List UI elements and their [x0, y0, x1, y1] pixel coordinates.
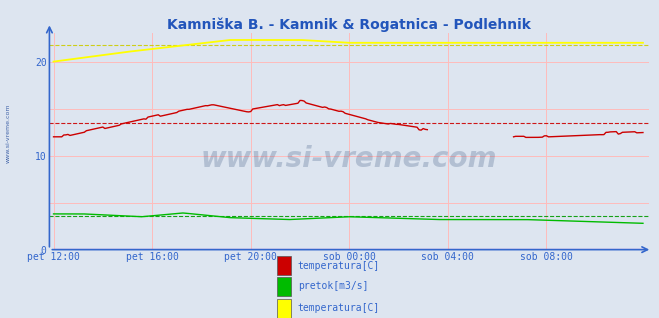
- Bar: [277, 299, 291, 318]
- Bar: [277, 277, 291, 296]
- Title: Kamniška B. - Kamnik & Rogatnica - Podlehnik: Kamniška B. - Kamnik & Rogatnica - Podle…: [167, 18, 531, 32]
- Text: www.si-vreme.com: www.si-vreme.com: [5, 104, 11, 163]
- Bar: [277, 256, 291, 275]
- Text: pretok[m3/s]: pretok[m3/s]: [298, 281, 368, 291]
- Text: www.si-vreme.com: www.si-vreme.com: [201, 145, 498, 173]
- Text: temperatura[C]: temperatura[C]: [298, 261, 380, 271]
- Text: temperatura[C]: temperatura[C]: [298, 303, 380, 314]
